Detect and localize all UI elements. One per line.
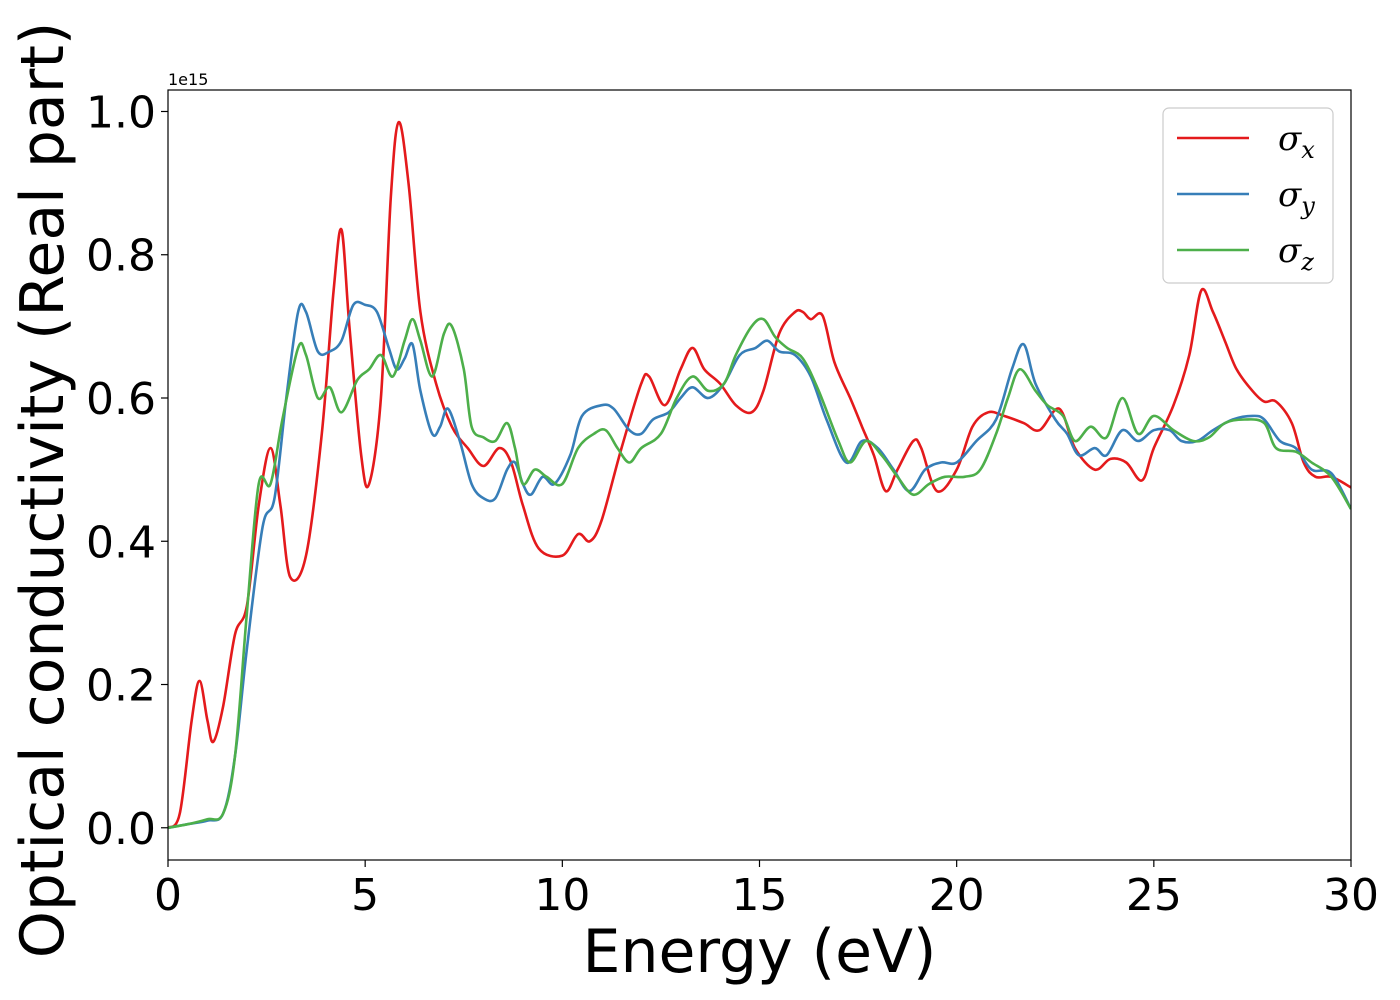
y-tick-label: 0.8 [86,231,156,282]
x-axis-title: Energy (eV) [583,917,937,987]
series-line-y [168,300,1351,830]
x-tick-label: 5 [351,870,379,921]
y-axis-title: Optical conductivity (Real part) [8,22,78,959]
legend-label-x: σx [1278,119,1315,164]
y-tick-label: 0.4 [86,517,156,568]
ticks-layer: 0 5 10 15 20 25 30 0.0 0.2 0.4 0.6 0.8 1.0 [86,87,1379,921]
x-tick-label: 30 [1323,870,1379,921]
y-tick-label: 0.0 [86,804,156,855]
legend-label-y: σy [1278,175,1315,220]
legend: σx σy σz [1162,107,1334,284]
x-tick-label: 25 [1126,870,1182,921]
x-tick-label: 20 [929,870,985,921]
x-tick-label: 0 [154,870,182,921]
legend-label-z: σz [1278,231,1314,276]
y-scale-offset-label: 1e15 [168,70,208,89]
x-tick-label: 15 [732,870,788,921]
legend-box [1162,107,1334,284]
series-line-x [168,120,1351,829]
y-tick-label: 1.0 [86,87,156,138]
y-tick-label: 0.2 [86,661,156,712]
y-tick-label: 0.6 [86,374,156,425]
series-layer [168,120,1351,830]
x-tick-label: 10 [534,870,590,921]
series-line-z [168,317,1351,830]
